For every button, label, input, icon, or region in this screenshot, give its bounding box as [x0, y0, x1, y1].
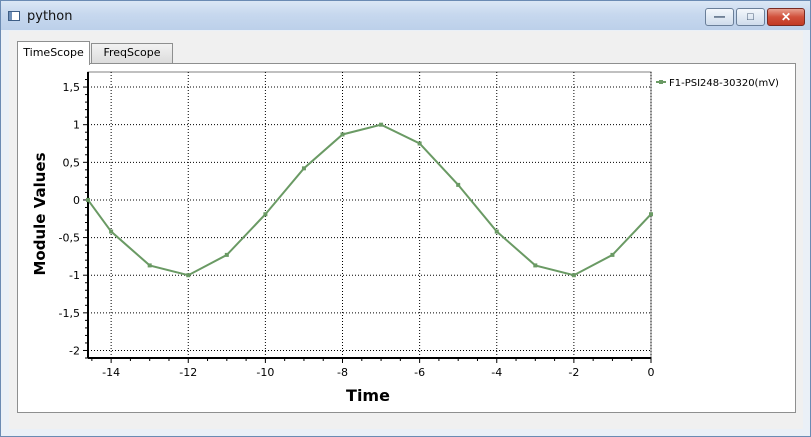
data-point [263, 212, 268, 217]
time-scope-chart[interactable]: -14 -12 -10 -8 -6 -4 -2 0 1,5 1 0,5 0 -0,5 -1 -1,5 -2 M… [18, 64, 795, 412]
data-point [224, 252, 229, 257]
data-point [186, 273, 191, 278]
close-button[interactable]: ✕ [767, 8, 805, 26]
y-tick-label: 1 [73, 119, 80, 132]
window-title: python [27, 9, 73, 24]
x-tick-label: -14 [102, 366, 120, 379]
y-axis-label: Module Values [31, 152, 49, 275]
y-tick-label: -0,5 [59, 232, 80, 245]
maximize-icon: □ [747, 11, 754, 23]
client-area: TimeScope FreqScope -14 -12 -10 -8 -6 -4 -2 0 1,… [9, 31, 803, 429]
plot-area [87, 71, 652, 359]
y-tick-label: 1,5 [63, 81, 81, 94]
minimize-button[interactable]: — [705, 8, 734, 26]
y-tick-label: -2 [69, 344, 80, 357]
minimize-icon: — [714, 11, 725, 23]
x-tick-label: -2 [568, 366, 579, 379]
x-tick-label: -6 [414, 366, 425, 379]
data-point [571, 273, 576, 278]
maximize-button[interactable]: □ [736, 8, 765, 26]
x-tick-label: -8 [337, 366, 348, 379]
series-line [87, 123, 652, 277]
close-icon: ✕ [780, 10, 792, 24]
data-point [610, 252, 615, 257]
y-tick-label: -1 [69, 269, 80, 282]
tab-timescope[interactable]: TimeScope [17, 41, 90, 65]
app-window-icon [8, 11, 20, 21]
data-point [340, 132, 345, 137]
data-point [417, 141, 422, 146]
data-point [301, 166, 306, 171]
data-point [109, 229, 114, 234]
legend-series-marker [659, 80, 663, 84]
y-tick-label: -1,5 [59, 307, 80, 320]
data-point [494, 229, 499, 234]
tab-freqscope[interactable]: FreqScope [91, 43, 173, 63]
x-tick-label: 0 [648, 366, 655, 379]
data-point [147, 263, 152, 268]
x-axis-label: Time [346, 386, 390, 405]
x-tick-label: -12 [179, 366, 197, 379]
data-point [456, 182, 461, 187]
legend-series-label: F1-PSI248-30320(mV) [669, 78, 779, 89]
y-tick-label: 0,5 [63, 156, 81, 169]
title-bar[interactable]: python — □ ✕ [1, 1, 810, 30]
data-point [533, 263, 538, 268]
x-tick-label: -4 [491, 366, 502, 379]
y-tick-label: 0 [73, 194, 80, 207]
data-point [379, 122, 384, 127]
data-point [649, 212, 653, 217]
x-tick-label: -10 [256, 366, 274, 379]
legend: F1-PSI248-30320(mV) [656, 78, 779, 89]
tab-panel-timescope: -14 -12 -10 -8 -6 -4 -2 0 1,5 1 0,5 0 -0,5 -1 -1,5 -2 M… [17, 63, 796, 413]
data-point [86, 197, 90, 202]
